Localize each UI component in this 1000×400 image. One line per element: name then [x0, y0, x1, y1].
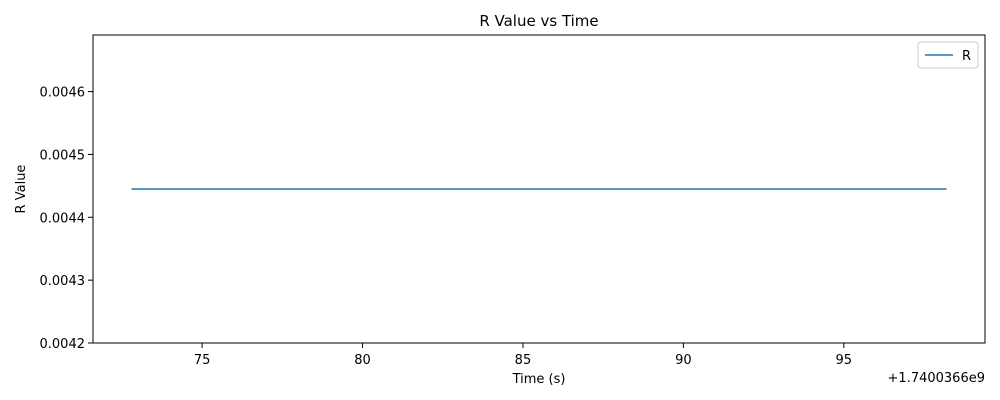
y-tick-label: 0.0045 [40, 148, 86, 163]
y-tick-label: 0.0046 [40, 86, 86, 101]
y-tick-label: 0.0042 [40, 337, 86, 352]
x-axis-label: Time (s) [512, 372, 566, 387]
y-tick-label: 0.0044 [40, 211, 86, 226]
x-tick-label: 85 [515, 353, 532, 368]
plot-frame [92, 34, 986, 344]
x-tick-label: 80 [354, 353, 371, 368]
x-axis-ticks: 75 80 85 90 95 [194, 343, 852, 368]
legend-label: R [962, 49, 971, 64]
chart-title: R Value vs Time [479, 12, 598, 30]
y-axis-label: R Value [14, 165, 29, 214]
legend: R [917, 41, 979, 69]
x-axis-offset-label: +1.7400366e9 [888, 371, 985, 386]
y-tick-label: 0.0043 [40, 274, 86, 289]
y-axis-ticks: 0.0042 0.0043 0.0044 0.0045 0.0046 [40, 86, 93, 352]
x-tick-label: 90 [675, 353, 692, 368]
x-tick-label: 75 [194, 353, 211, 368]
x-tick-label: 95 [836, 353, 853, 368]
